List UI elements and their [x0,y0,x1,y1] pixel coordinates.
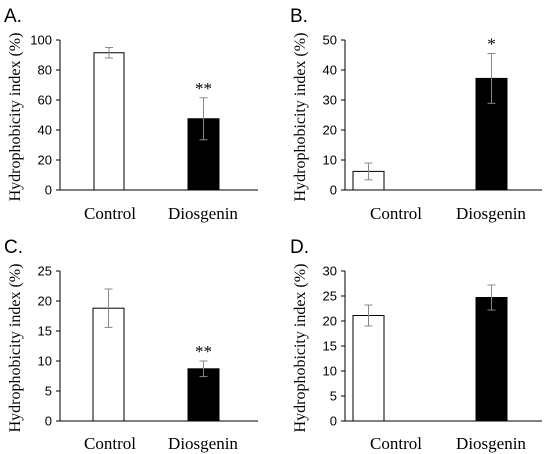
y-tick-label: 15 [323,339,337,354]
category-label: Diosgenin [456,204,526,223]
y-tick-label: 50 [323,33,337,48]
y-tick-label: 100 [30,33,52,48]
y-tick-label: 0 [45,414,52,429]
y-tick-label: 20 [38,294,52,309]
y-tick-label: 10 [38,354,52,369]
y-tick-label: 80 [38,63,52,78]
significance-marker: ** [195,342,212,361]
y-tick-label: 10 [323,364,337,379]
y-tick-label: 25 [323,289,337,304]
category-label: Control [370,204,422,223]
category-label: Control [84,204,136,223]
panel-label: B. [290,6,308,27]
y-axis-label: Hydrophobicity index (%) [7,264,24,433]
y-axis-label: Hydrophobicity index (%) [7,33,24,202]
y-tick-label: 40 [323,63,337,78]
chart-panel-1: A. Hydrophobicity index (%) 0 20 40 60 80 100 Co… [4,6,258,223]
y-tick-label: 0 [330,183,337,198]
y-tick-label: 15 [38,324,52,339]
y-tick-label: 5 [45,384,52,399]
significance-marker: * [487,35,496,54]
category-label: Control [84,434,136,453]
y-axis-label: Hydrophobicity index (%) [292,33,309,202]
chart-panel-4: D. Hydrophobicity index (%) 0 5 10 15 20 25 30 Co… [290,237,542,453]
bar-diosgenin [187,368,220,422]
y-tick-label: 10 [323,153,337,168]
bar-diosgenin [475,297,508,422]
y-tick-label: 30 [323,264,337,279]
category-label: Control [370,434,422,453]
y-tick-label: 0 [330,414,337,429]
y-tick-label: 40 [38,123,52,138]
panel-label: D. [290,237,309,258]
y-tick-label: 20 [323,314,337,329]
bar-control [352,315,385,422]
category-label: Diosgenin [456,434,526,453]
category-label: Diosgenin [168,434,238,453]
significance-marker: ** [195,79,212,98]
y-tick-label: 30 [323,93,337,108]
panel-label: A. [4,6,22,27]
y-tick-label: 60 [38,93,52,108]
chart-panel-2: B. Hydrophobicity index (%) 0 10 20 30 40 50 Con… [290,6,542,223]
y-tick-label: 0 [45,183,52,198]
category-label: Diosgenin [168,204,238,223]
y-tick-label: 5 [330,389,337,404]
chart-panel-3: C. Hydrophobicity index (%) 0 5 10 15 20 25 Cont… [4,237,258,453]
panel-label: C. [4,237,23,258]
y-axis-label: Hydrophobicity index (%) [292,264,309,433]
y-tick-label: 20 [38,153,52,168]
bar-control [93,52,125,191]
y-tick-label: 25 [38,264,52,279]
y-tick-label: 20 [323,123,337,138]
